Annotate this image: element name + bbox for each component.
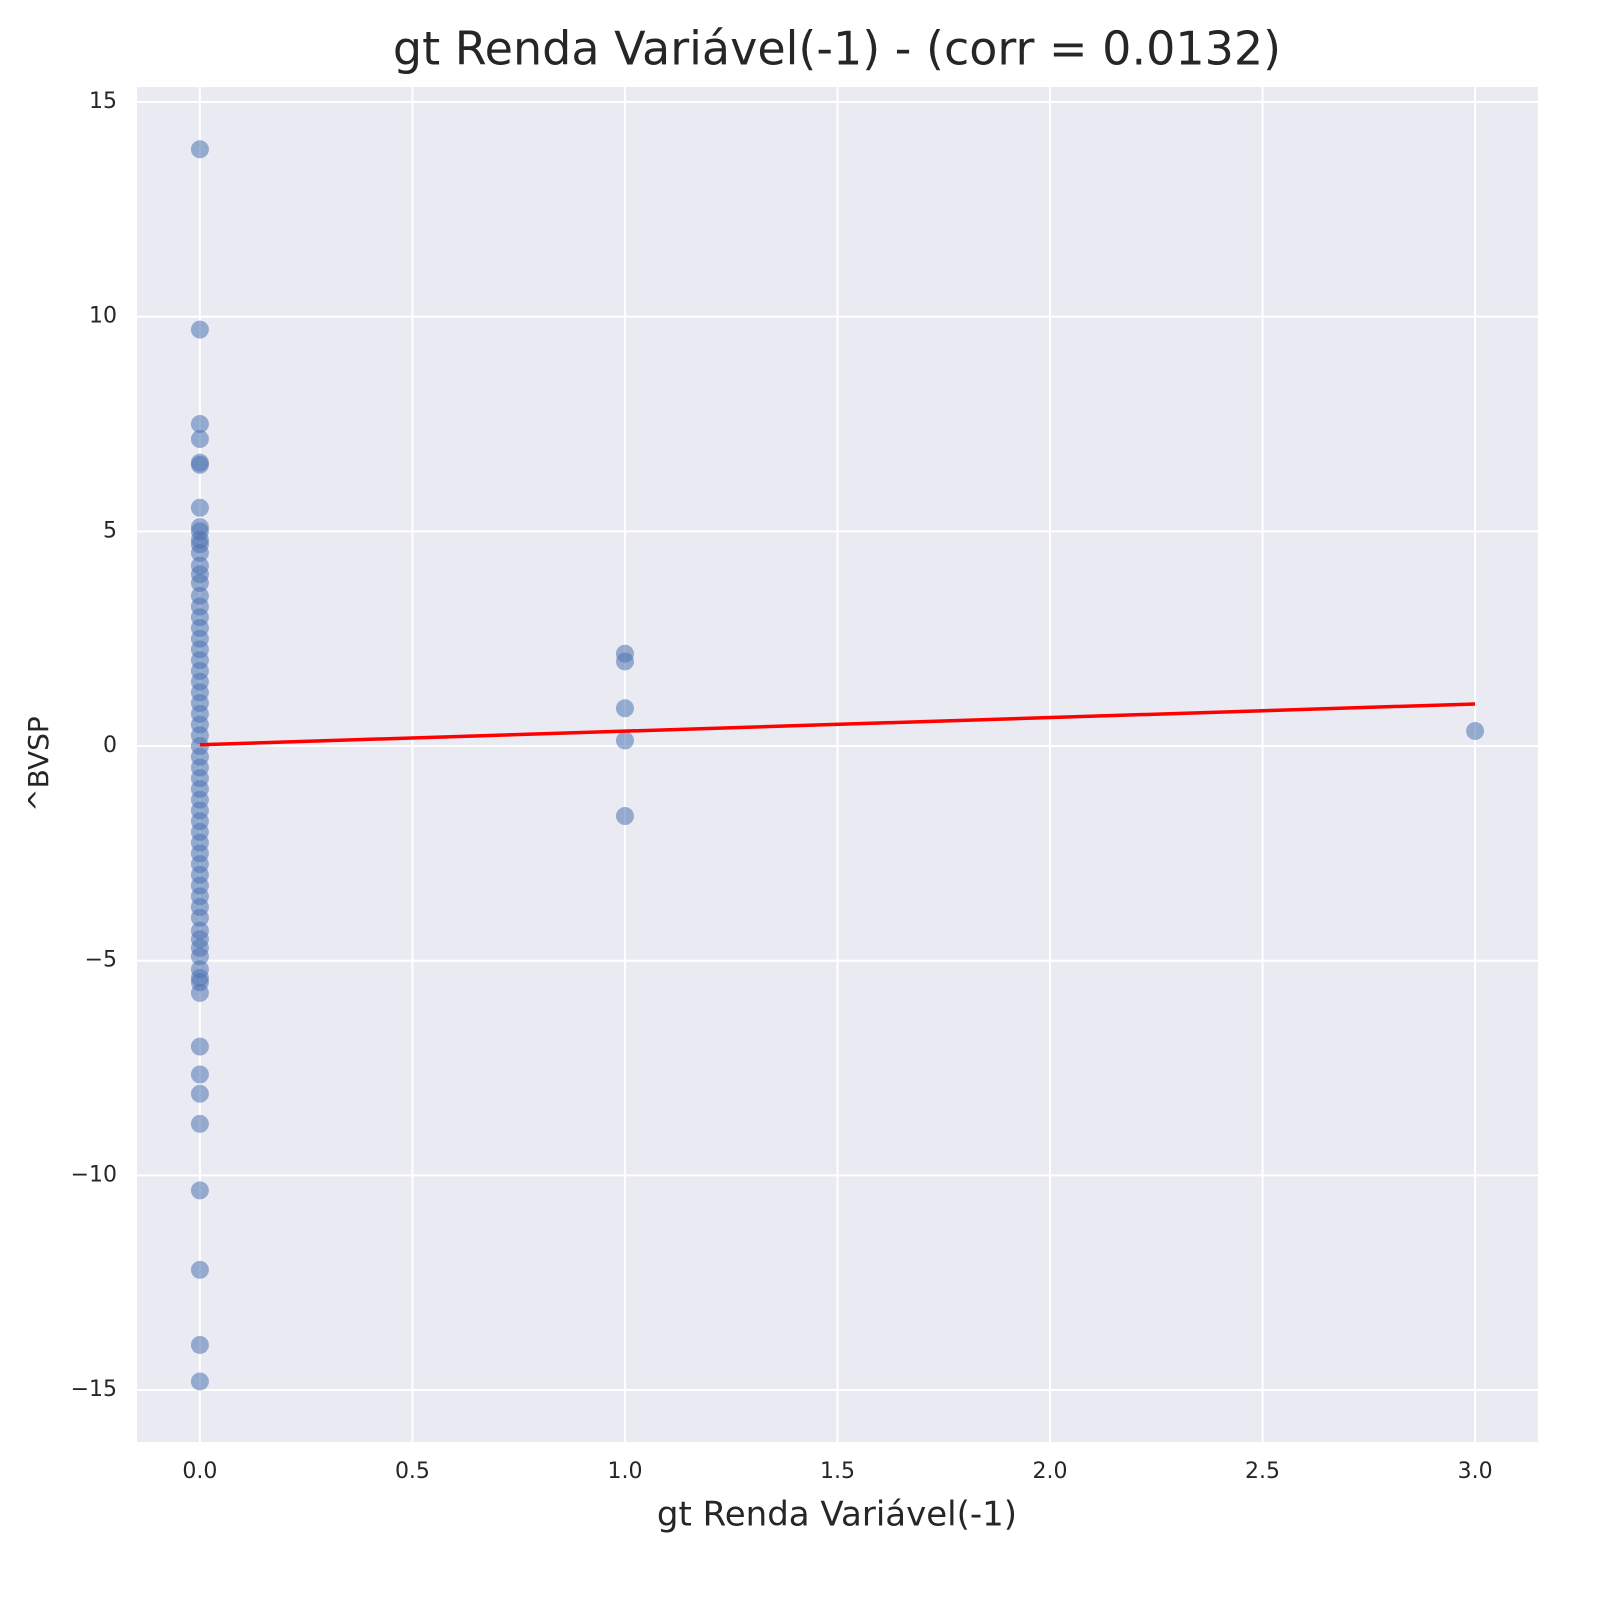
point xyxy=(190,1084,209,1103)
point xyxy=(615,731,634,750)
y-tick-label: −10 xyxy=(71,1162,117,1187)
point xyxy=(190,543,209,562)
point xyxy=(615,699,634,718)
point xyxy=(190,1114,209,1133)
point xyxy=(190,320,209,339)
x-axis-label: gt Renda Variável(-1) xyxy=(657,1495,1017,1535)
point xyxy=(190,573,209,592)
point xyxy=(190,908,209,927)
point xyxy=(190,1260,209,1279)
point xyxy=(190,1181,209,1200)
x-tick-label: 1.0 xyxy=(607,1459,642,1484)
point xyxy=(190,1335,209,1354)
point xyxy=(190,1065,209,1084)
marks xyxy=(190,140,1485,1391)
point xyxy=(615,807,634,826)
point xyxy=(190,983,209,1002)
y-tick-label: 10 xyxy=(89,304,117,329)
x-tick-label: 1.5 xyxy=(820,1459,855,1484)
point xyxy=(615,652,634,671)
x-tick-label: 3.0 xyxy=(1458,1459,1493,1484)
point xyxy=(190,498,209,517)
x-tick-label: 0.5 xyxy=(395,1459,430,1484)
y-tick-label: 0 xyxy=(103,733,117,758)
x-tick-label: 2.0 xyxy=(1033,1459,1068,1484)
x-tick-label: 0.0 xyxy=(182,1459,217,1484)
point xyxy=(190,947,209,966)
y-axis-label: ^BVSP xyxy=(22,716,55,812)
point xyxy=(190,140,209,159)
point xyxy=(190,1037,209,1056)
point xyxy=(190,455,209,474)
point xyxy=(1466,722,1485,741)
y-tick-label: −5 xyxy=(85,948,117,973)
y-tick-label: −15 xyxy=(71,1377,117,1402)
y-tick-label: 15 xyxy=(89,89,117,114)
x-tick-label: 2.5 xyxy=(1245,1459,1280,1484)
grid xyxy=(137,87,1538,1442)
point xyxy=(190,1372,209,1391)
trend-line xyxy=(199,702,1476,747)
point xyxy=(190,430,209,449)
point xyxy=(190,415,209,434)
chart-title: gt Renda Variável(-1) - (corr = 0.0132) xyxy=(393,22,1281,76)
y-tick-label: 5 xyxy=(103,518,117,543)
